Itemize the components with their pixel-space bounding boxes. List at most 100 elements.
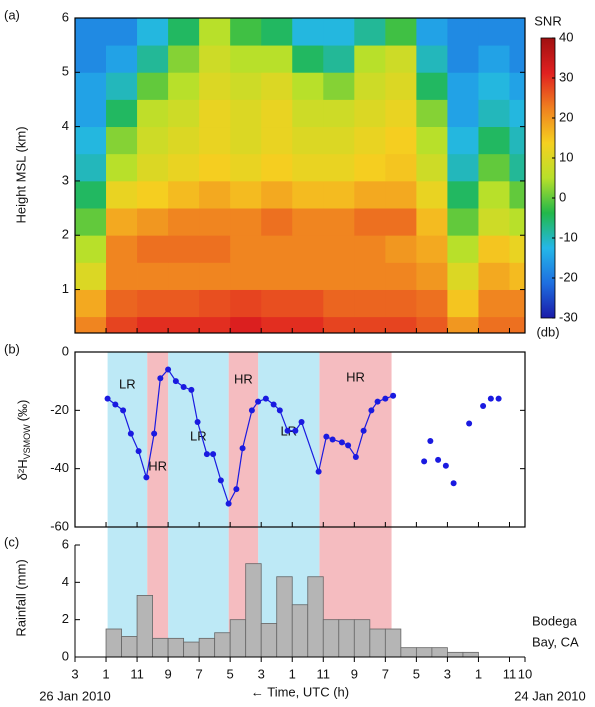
heat-cell xyxy=(354,235,386,263)
bar xyxy=(167,637,185,658)
y-tick-label: 0 xyxy=(62,648,69,663)
bar xyxy=(462,651,479,658)
data-point xyxy=(374,398,381,405)
heat-cell xyxy=(447,208,479,236)
data-point xyxy=(112,401,119,408)
data-point xyxy=(233,486,240,493)
heat-cell xyxy=(199,99,231,128)
heat-cell xyxy=(199,153,231,182)
data-point xyxy=(323,433,330,440)
heat-cell xyxy=(75,262,107,290)
heat-cell xyxy=(261,126,293,155)
heat-cell xyxy=(261,289,293,318)
y-label-subscript: VSMOW xyxy=(22,424,32,460)
y-tick-label: 2 xyxy=(62,611,69,626)
y-axis-label: δ²HVSMOW (‰) xyxy=(15,400,32,481)
bar xyxy=(198,637,216,658)
heat-cell xyxy=(106,262,138,290)
x-tick-label: 1 xyxy=(289,666,296,681)
heat-cell xyxy=(75,153,107,182)
region-shade xyxy=(168,352,229,657)
data-point xyxy=(203,451,210,458)
colorbar-tick-label: -30 xyxy=(559,309,578,324)
heat-cell xyxy=(354,262,386,290)
heat-cell xyxy=(509,235,526,263)
heat-cell xyxy=(509,45,526,73)
heat-cell xyxy=(261,18,293,46)
heat-cell xyxy=(478,153,510,182)
heat-cell xyxy=(416,180,448,209)
bar xyxy=(384,628,402,658)
colorbar-tick-label: -10 xyxy=(559,229,578,244)
data-point xyxy=(298,419,305,425)
heat-cell xyxy=(168,99,200,128)
heat-cell xyxy=(509,316,526,334)
heat-cell xyxy=(75,316,107,334)
heat-cell xyxy=(323,262,355,290)
station-label: Bay, CA xyxy=(532,634,579,649)
heat-cell xyxy=(354,289,386,318)
heat-cell xyxy=(199,180,231,209)
y-tick-label: 2 xyxy=(62,227,69,242)
heat-cell xyxy=(106,289,138,318)
region-label: LR xyxy=(119,376,136,391)
heat-cell xyxy=(230,153,262,182)
x-start-date: 26 Jan 2010 xyxy=(39,688,111,703)
heat-cell xyxy=(199,235,231,263)
heat-cell xyxy=(416,72,448,100)
data-point xyxy=(360,427,367,434)
heat-cell xyxy=(230,180,262,209)
data-point xyxy=(480,402,487,409)
heat-cell xyxy=(354,153,386,182)
heat-cell xyxy=(354,208,386,236)
heat-cell xyxy=(478,126,510,155)
y-axis-label: Height MSL (km) xyxy=(13,126,28,223)
heat-cell xyxy=(230,99,262,128)
heat-cell xyxy=(261,208,293,236)
region-label: LR xyxy=(190,428,207,443)
x-axis-label: ← Time, UTC (h) xyxy=(251,684,349,699)
heat-cell xyxy=(447,262,479,290)
heat-cell xyxy=(447,316,479,334)
heat-cell xyxy=(292,208,324,236)
data-point xyxy=(104,395,111,402)
x-tick-label: 3 xyxy=(444,666,451,681)
heat-cell xyxy=(168,289,200,318)
heat-cell xyxy=(106,180,138,209)
data-point xyxy=(120,407,127,414)
heat-cell xyxy=(323,208,355,236)
heat-cell xyxy=(354,126,386,155)
heat-cell xyxy=(137,316,169,334)
x-tick-label: 9 xyxy=(164,666,171,681)
heat-cell xyxy=(168,45,200,73)
colorbar-tick-label: 0 xyxy=(559,189,566,204)
y-tick-label: -20 xyxy=(50,402,69,417)
heat-cell xyxy=(323,153,355,182)
y-tick-label: -40 xyxy=(50,460,69,475)
y-tick-label: 6 xyxy=(62,9,69,24)
bar xyxy=(369,628,386,658)
panel-label: (b) xyxy=(4,341,20,356)
bar xyxy=(400,647,417,658)
plot-frame xyxy=(74,17,526,334)
y-tick-label: 3 xyxy=(62,172,69,187)
bar xyxy=(307,576,324,658)
heat-cell xyxy=(261,153,293,182)
bar xyxy=(260,623,278,658)
heat-cell xyxy=(75,45,107,73)
bar xyxy=(245,563,262,658)
heat-cell xyxy=(509,208,526,236)
heat-cell xyxy=(75,180,107,209)
heat-cell xyxy=(447,45,479,73)
heat-cell xyxy=(385,208,417,236)
heat-cell xyxy=(323,289,355,318)
heat-cell xyxy=(416,45,448,73)
data-point xyxy=(421,458,428,465)
data-point xyxy=(151,430,158,437)
heat-cell xyxy=(385,18,417,46)
heat-cell xyxy=(323,235,355,263)
heat-cell xyxy=(230,262,262,290)
heat-cell xyxy=(509,99,526,128)
station-label: Bodega xyxy=(532,613,578,628)
heat-cell xyxy=(137,262,169,290)
